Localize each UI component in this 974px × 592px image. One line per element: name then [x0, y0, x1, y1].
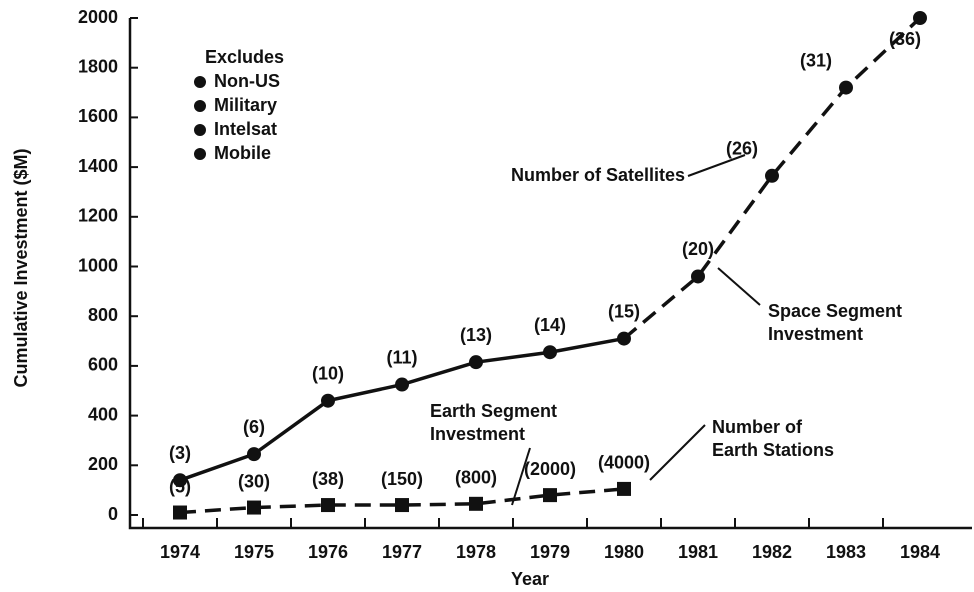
data-label: (14) [534, 315, 566, 335]
annotation: Earth Stations [712, 440, 834, 460]
y-tick-label: 1600 [78, 106, 118, 126]
x-tick-label: 1980 [604, 542, 644, 562]
y-tick-label: 600 [88, 355, 118, 375]
legend-item: Military [214, 95, 277, 115]
point [617, 481, 631, 496]
legend-item: Intelsat [214, 119, 277, 139]
y-tick-label: 1200 [78, 206, 118, 226]
legend-title: Excludes [205, 47, 284, 67]
data-label: (6) [243, 417, 265, 437]
y-tick-label: 1000 [78, 255, 118, 275]
data-label: (10) [312, 363, 344, 383]
x-tick-label: 1976 [308, 542, 348, 562]
axis-frame [128, 18, 972, 530]
data-label: (26) [726, 139, 758, 159]
legend-bullet [194, 100, 206, 112]
data-label: (15) [608, 301, 640, 321]
point [765, 168, 779, 183]
y-tick-label: 800 [88, 305, 118, 325]
point [839, 80, 853, 95]
point [913, 11, 927, 25]
x-axis-title: Year [511, 569, 549, 589]
data-label: (5) [169, 476, 191, 496]
x-tick-label: 1978 [456, 542, 496, 562]
x-tick-label: 1974 [160, 542, 200, 562]
point [321, 498, 335, 513]
data-label: (36) [889, 29, 921, 49]
y-tick-label: 200 [88, 454, 118, 474]
y-tick-label: 0 [108, 504, 118, 524]
point [173, 505, 187, 520]
x-tick-label: 1975 [234, 542, 274, 562]
x-tick-label: 1984 [900, 542, 940, 562]
legend-bullet [194, 76, 206, 88]
annotation: Space Segment [768, 301, 902, 321]
annotation: Number of [712, 417, 803, 437]
point [691, 269, 705, 284]
data-label: (11) [386, 347, 417, 367]
legend-item: Mobile [214, 143, 271, 163]
point [469, 355, 483, 370]
annotation-arrows [511, 154, 761, 506]
x-tick-label: 1981 [678, 542, 718, 562]
data-label: (30) [238, 471, 270, 491]
legend-bullet [194, 124, 206, 136]
data-label: (800) [455, 468, 497, 488]
legend-item: Non-US [214, 71, 280, 91]
data-label: (3) [169, 443, 191, 463]
y-tick-label: 2000 [78, 7, 118, 27]
annotation: Investment [430, 424, 525, 444]
point [617, 331, 631, 346]
point [543, 345, 557, 360]
point [543, 488, 557, 503]
x-tick-label: 1977 [382, 542, 422, 562]
point [173, 473, 187, 488]
x-tick-label: 1982 [752, 542, 792, 562]
point [247, 447, 261, 462]
point [321, 393, 335, 408]
point [469, 496, 483, 511]
data-label: (31) [800, 50, 832, 70]
data-label: (4000) [598, 453, 650, 473]
legend-bullet [194, 148, 206, 160]
y-tick-label: 1400 [78, 156, 118, 176]
y-tick-label: 400 [88, 404, 118, 424]
x-tick-label: 1983 [826, 542, 866, 562]
data-label: (2000) [524, 459, 576, 479]
data-label: (38) [312, 469, 344, 489]
annotation: Earth Segment [430, 401, 557, 421]
annotation: Number of Satellites [511, 165, 685, 185]
data-label: (20) [682, 239, 714, 259]
point [395, 377, 409, 392]
data-label: (150) [381, 469, 423, 489]
data-label: (13) [460, 325, 492, 345]
y-axis-title: Cumulative Investment ($M) [11, 148, 31, 387]
point [247, 500, 261, 515]
annotation: Investment [768, 324, 863, 344]
x-tick-label: 1979 [530, 542, 570, 562]
point [395, 498, 409, 513]
line-dashed [622, 16, 922, 340]
y-tick-label: 1800 [78, 56, 118, 76]
